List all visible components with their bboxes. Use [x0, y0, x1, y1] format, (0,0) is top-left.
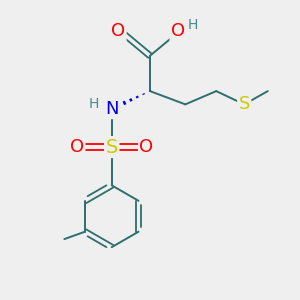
Text: N: N	[105, 100, 119, 118]
Text: O: O	[111, 22, 125, 40]
Text: O: O	[140, 138, 154, 156]
Text: S: S	[238, 95, 250, 113]
Text: O: O	[70, 138, 84, 156]
Text: S: S	[106, 138, 118, 157]
Text: O: O	[171, 22, 185, 40]
Text: H: H	[89, 98, 99, 111]
Text: H: H	[188, 18, 198, 32]
